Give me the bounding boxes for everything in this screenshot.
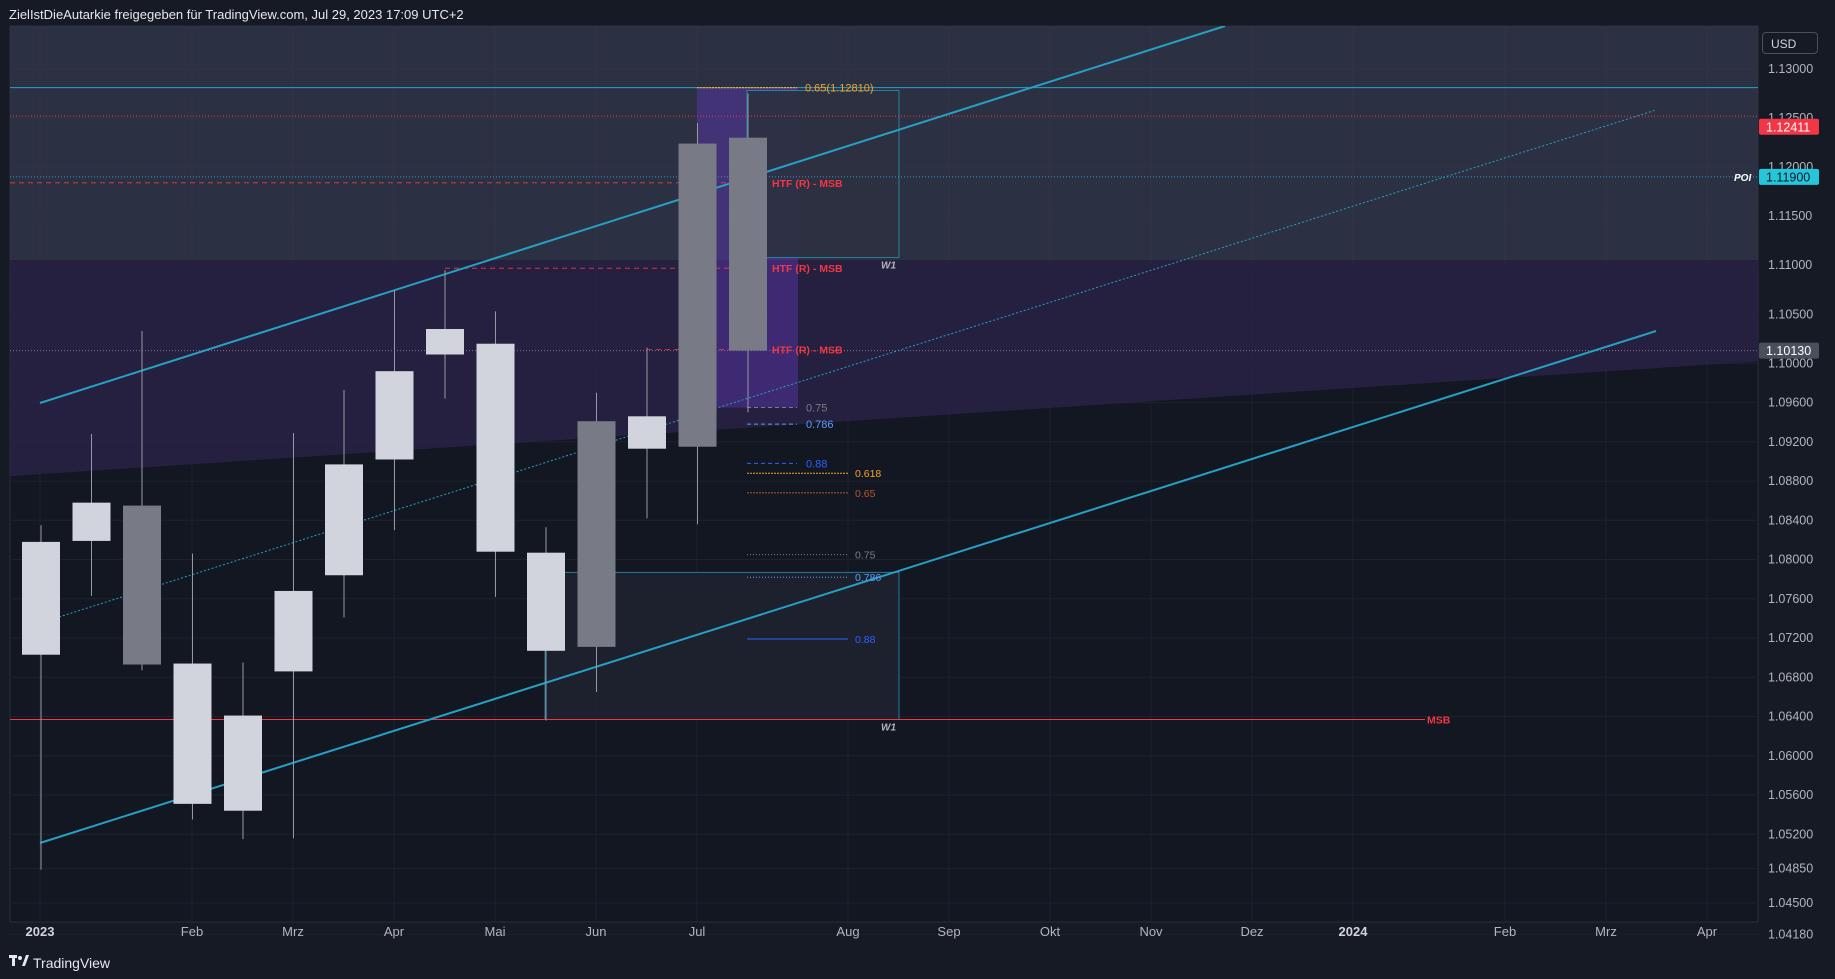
time-tick-label: Sep <box>937 924 960 939</box>
chart-annotation: 0.786 <box>806 419 834 431</box>
time-tick-label: Jul <box>689 924 706 939</box>
chart-annotation: HTF (R) - MSB <box>772 263 843 275</box>
chart-annotation: 0.75 <box>855 550 876 562</box>
candle-body <box>22 541 60 655</box>
price-tick-label: 1.08400 <box>1768 513 1813 527</box>
chart-annotation: 0.75 <box>806 402 827 414</box>
price-tick-label: 1.06400 <box>1768 710 1813 724</box>
chart-annotation: W1 <box>881 260 896 271</box>
candle-body <box>729 137 767 351</box>
candle-body <box>173 663 212 804</box>
price-tick-label: 1.06000 <box>1768 749 1813 763</box>
candle-body <box>123 505 161 665</box>
price-tick-label: 1.11000 <box>1768 258 1812 272</box>
price-label: 1.11900 <box>1766 170 1810 184</box>
chart-annotation: HTF (R) - MSB <box>772 178 843 190</box>
price-chart[interactable]: 0.65(1.12810) HTF (R) - MSB HTF (R) - MSB H… <box>0 0 1835 946</box>
price-label-bg <box>1759 168 1819 185</box>
time-tick-label: Apr <box>1697 924 1718 939</box>
candle-body <box>325 464 363 576</box>
price-tick-label: 1.05600 <box>1768 788 1813 802</box>
share-text: ZielIstDieAutarkie freigegeben für Tradi… <box>9 7 464 22</box>
price-tick-label: 1.04180 <box>1768 927 1813 941</box>
footer-brand: TradingView <box>33 955 111 971</box>
chart-annotation: 0.88 <box>855 634 876 646</box>
chart-annotation: 0.786 <box>855 572 881 584</box>
price-tick-label: 1.10500 <box>1768 307 1813 321</box>
price-label: 1.12411 <box>1766 120 1810 134</box>
candles-layer <box>22 93 767 870</box>
footer-bar: TradingView <box>0 946 1835 979</box>
channel-mid-line <box>39 109 1657 624</box>
annotation-layer: 0.65(1.12810) HTF (R) - MSB HTF (R) - MSB H… <box>772 83 1451 734</box>
price-label-bg <box>1759 342 1819 359</box>
tradingview-logo-icon <box>9 955 29 966</box>
time-tick-label: 2024 <box>1339 924 1369 939</box>
w1-box-upper <box>746 90 900 258</box>
time-tick-label: 2023 <box>26 924 55 939</box>
chart-annotation: 0.88 <box>806 458 827 470</box>
chart-annotation: MSB <box>1427 714 1451 726</box>
purple-demand-zone <box>10 260 1758 477</box>
zone-layer <box>10 26 1758 720</box>
currency-selector[interactable]: USD <box>1762 32 1818 54</box>
chart-annotation: 0.618 <box>855 468 881 480</box>
candle-body <box>678 143 717 447</box>
price-tick-label: 1.13000 <box>1768 62 1813 76</box>
price-label: 1.10130 <box>1766 344 1811 358</box>
price-tick-label: 1.05200 <box>1768 827 1813 841</box>
price-tick-label: 1.04500 <box>1768 896 1813 910</box>
chart-annotation: HTF (R) - MSB <box>772 345 843 357</box>
share-header: ZielIstDieAutarkie freigegeben für Tradi… <box>0 0 1835 26</box>
candle-body <box>476 343 515 552</box>
price-tick-label: 1.09600 <box>1768 396 1813 410</box>
channel-lower-line <box>39 330 1657 844</box>
candle-body <box>577 421 616 647</box>
time-tick-label: Mrz <box>1595 924 1617 939</box>
candle-body <box>628 416 666 449</box>
price-tick-label: 1.08800 <box>1768 474 1813 488</box>
candle-body <box>224 715 262 811</box>
candle-body <box>375 371 414 460</box>
price-axis[interactable]: 1.130001.125001.120001.115001.110001.105… <box>1734 62 1819 941</box>
price-tick-label: 1.04850 <box>1768 862 1813 876</box>
time-tick-label: Feb <box>181 924 203 939</box>
channel-upper-line <box>39 26 1226 404</box>
price-tick-label: 1.07200 <box>1768 631 1813 645</box>
time-tick-label: Okt <box>1040 924 1061 939</box>
candle-body <box>527 552 565 651</box>
time-tick-label: Apr <box>384 924 405 939</box>
drawing-layer <box>10 26 1758 844</box>
time-tick-label: Jun <box>586 924 607 939</box>
candle-body <box>426 328 464 355</box>
chart-annotation: W1 <box>881 722 896 733</box>
chart-annotation: 0.65 <box>855 488 876 500</box>
time-tick-label: Mai <box>485 924 506 939</box>
time-tick-label: Nov <box>1139 924 1163 939</box>
time-axis[interactable]: 2023 Feb Mrz Apr Mai Jun Jul Aug Sep Okt Nov Dez 202… <box>26 924 1718 939</box>
price-tick-label: 1.10000 <box>1768 356 1813 370</box>
price-tick-label: 1.09200 <box>1768 435 1813 449</box>
price-tick-label: 1.08000 <box>1768 553 1813 567</box>
candle-body <box>72 502 111 541</box>
time-tick-label: Feb <box>1494 924 1516 939</box>
price-tick-label: 1.11500 <box>1768 209 1812 223</box>
poi-tag: POI <box>1734 173 1751 184</box>
candle-body <box>274 590 313 672</box>
price-label-bg <box>1759 118 1819 135</box>
time-tick-label: Aug <box>836 924 859 939</box>
chart-annotation: 0.65(1.12810) <box>805 83 874 95</box>
time-tick-label: Mrz <box>282 924 304 939</box>
price-tick-label: 1.07600 <box>1768 592 1813 606</box>
price-tick-label: 1.06800 <box>1768 670 1813 684</box>
time-tick-label: Dez <box>1240 924 1263 939</box>
